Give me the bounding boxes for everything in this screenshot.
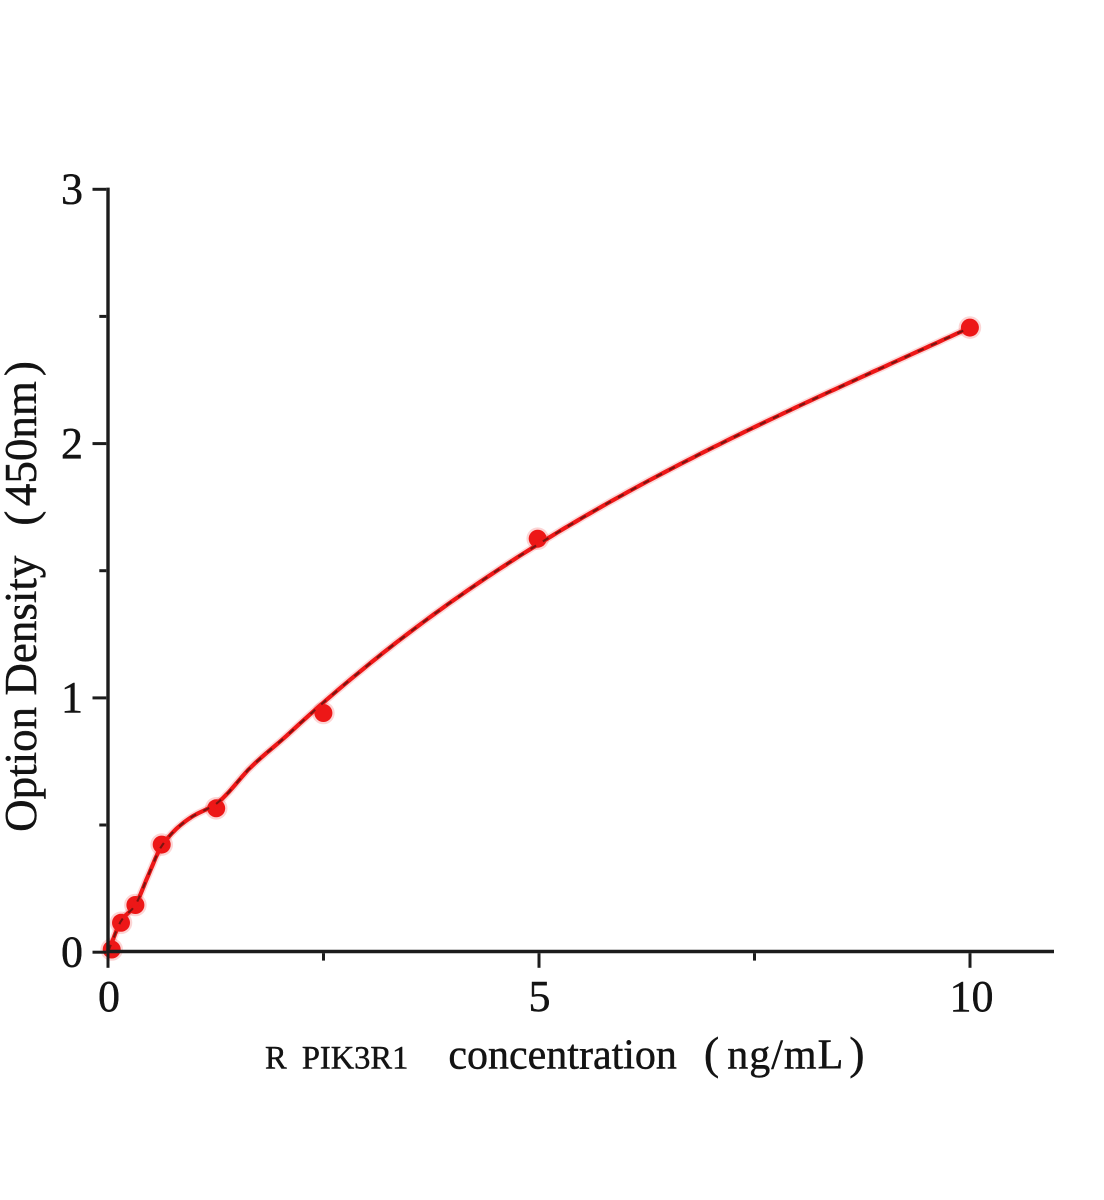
svg-text:3: 3 xyxy=(61,165,83,214)
svg-text:5: 5 xyxy=(529,972,551,1021)
svg-text:0: 0 xyxy=(98,972,120,1021)
svg-text:2: 2 xyxy=(61,419,83,468)
svg-text:10: 10 xyxy=(950,972,994,1021)
svg-text:1: 1 xyxy=(61,673,83,722)
svg-text:Option Density(450nm): Option Density(450nm) xyxy=(0,361,46,832)
svg-text:0: 0 xyxy=(61,928,83,977)
